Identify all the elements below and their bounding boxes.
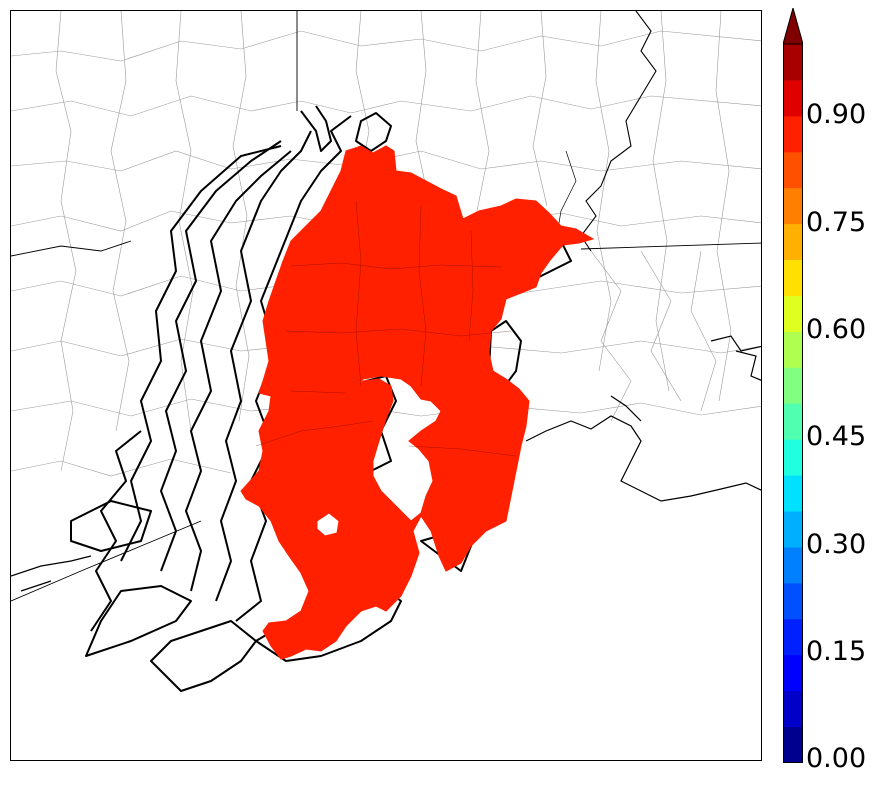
coast-line (525, 415, 761, 502)
county-line (595, 11, 612, 372)
colorbar-band (783, 439, 803, 476)
county-line (11, 95, 761, 117)
county-line (475, 11, 490, 212)
county-line (590, 250, 632, 422)
county-line (11, 458, 232, 477)
colorbar-tick-label: 0.15 (806, 636, 867, 667)
colorbar-tick-label: 0.75 (806, 207, 867, 238)
colorbar-band (783, 726, 803, 763)
colorbar-band (783, 44, 803, 81)
colorbar-band (783, 618, 803, 656)
coast-line (610, 395, 642, 422)
county-line (690, 250, 717, 412)
contour-line (90, 430, 142, 632)
colorbar-tick-label: 0.30 (806, 529, 867, 560)
colorbar-band (783, 654, 803, 692)
colorbar-band (783, 151, 803, 189)
contour-line (120, 145, 282, 562)
colorbar-band (783, 546, 803, 584)
state-boundaries (11, 11, 761, 602)
probability-region (240, 145, 595, 660)
colorbar-band (783, 187, 803, 225)
contour-line (70, 500, 152, 552)
colorbar-bands (783, 44, 803, 763)
colorbar-band (783, 690, 803, 728)
colorbar-band (783, 403, 803, 440)
colorbar-band (783, 331, 803, 368)
county-line (715, 11, 732, 402)
colorbar-extend-arrow (783, 8, 803, 45)
map-canvas (11, 11, 761, 692)
colorbar-band (783, 223, 803, 261)
colorbar-band (783, 79, 803, 117)
contour-line (215, 130, 312, 602)
colorbar-tick-label: 0.45 (806, 421, 867, 452)
colorbar-band (783, 511, 803, 548)
county-line (652, 11, 670, 392)
county-line (55, 11, 77, 472)
colorbar-band (783, 259, 803, 296)
contour-line (185, 150, 292, 592)
colorbar-tick-label: 0.00 (806, 743, 867, 774)
colorbar-band (783, 115, 803, 153)
colorbar-band (783, 475, 803, 512)
county-line (232, 11, 250, 422)
contour-line (85, 585, 192, 657)
county-line (110, 11, 130, 432)
county-line (532, 11, 548, 207)
probability-fill (240, 145, 595, 660)
map-panel[interactable] (10, 10, 762, 761)
colorbar-tick-label: 0.90 (806, 99, 867, 130)
coastline (11, 335, 761, 592)
coast-line (735, 350, 761, 381)
coast-line (20, 580, 52, 592)
county-line (11, 30, 761, 62)
colorbar-band (783, 367, 803, 404)
contour-line (300, 105, 332, 152)
county-line (415, 11, 430, 202)
colorbar-band (783, 295, 803, 332)
contour-line (160, 140, 282, 572)
colorbar (783, 8, 803, 763)
state-line (11, 240, 132, 257)
colorbar-tick-label: 0.60 (806, 314, 867, 345)
colorbar-band (783, 582, 803, 620)
coast-line (710, 335, 761, 352)
contour-line (150, 620, 257, 692)
state-line (580, 242, 761, 250)
county-line (640, 250, 682, 402)
river (580, 11, 657, 252)
colorbar-border (783, 43, 803, 763)
coast-line (11, 555, 92, 577)
contour-line (355, 112, 392, 152)
state-line (11, 520, 202, 602)
county-overlay (255, 200, 517, 457)
